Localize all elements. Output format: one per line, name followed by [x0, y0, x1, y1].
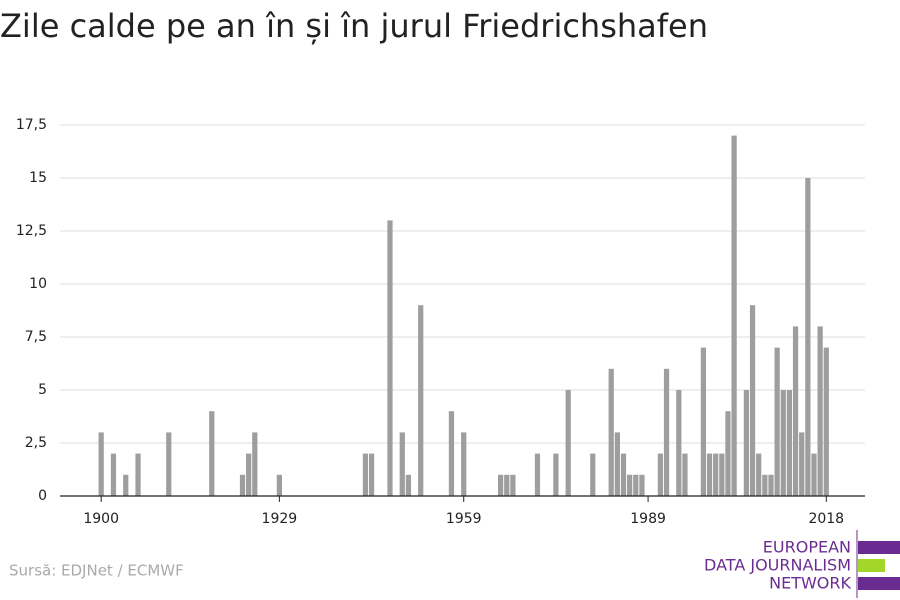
bar [811, 453, 817, 496]
logo-text: DATA JOURNALISM [704, 556, 851, 575]
bar [461, 432, 467, 496]
y-tick-label: 5 [38, 382, 47, 398]
bar [774, 347, 780, 496]
y-tick-label: 10 [29, 276, 47, 292]
bar [614, 432, 620, 496]
bar [110, 453, 117, 496]
bar [676, 390, 682, 496]
bar [682, 453, 688, 496]
bar [719, 453, 725, 496]
bar [534, 453, 541, 496]
bar [780, 390, 786, 496]
bar [504, 474, 510, 496]
bar [663, 368, 670, 496]
chart-title: Zile calde pe an în și în jurul Friedric… [0, 7, 708, 45]
x-tick-label: 2018 [808, 511, 844, 527]
y-tick-label: 15 [29, 170, 47, 186]
bar [276, 474, 282, 496]
x-tick-label: 1959 [446, 511, 482, 527]
logo-bar [858, 541, 900, 554]
bar [799, 432, 805, 496]
bar [98, 432, 104, 496]
bar [805, 178, 811, 496]
bar [252, 432, 258, 496]
bar [706, 453, 713, 496]
x-tick-label: 1929 [262, 511, 298, 527]
bar [362, 453, 369, 496]
bar [762, 474, 768, 496]
bar [823, 347, 829, 496]
bar [749, 305, 756, 496]
bar [627, 474, 633, 496]
bar [368, 453, 375, 496]
x-tick-label: 1989 [630, 511, 666, 527]
bar [792, 326, 799, 496]
bar [725, 411, 731, 496]
bar [590, 453, 596, 496]
bar [418, 305, 424, 496]
bar [743, 390, 750, 496]
bar [123, 474, 129, 496]
y-tick-label: 0 [38, 488, 47, 504]
logo-bar [858, 577, 900, 590]
y-tick-label: 7,5 [25, 329, 47, 345]
bar [633, 474, 639, 496]
bar [756, 453, 762, 496]
bar [246, 453, 252, 496]
bar [639, 474, 645, 496]
bar [620, 453, 627, 496]
logo-text: EUROPEAN [763, 538, 851, 557]
bar [399, 432, 405, 496]
y-tick-label: 12,5 [16, 223, 47, 239]
logo: EUROPEAN DATA JOURNALISM NETWORK [704, 530, 900, 598]
bar [768, 474, 774, 496]
bar [497, 474, 504, 496]
logo-text: NETWORK [769, 574, 851, 593]
bar [657, 453, 663, 496]
bar [565, 390, 571, 496]
bar [405, 474, 412, 496]
bar [239, 474, 246, 496]
bar [700, 347, 706, 496]
bar [731, 135, 737, 496]
source: Sursă: EDJNet / ECMWF [9, 562, 184, 580]
x-tick-label: 1900 [83, 511, 119, 527]
bar [713, 453, 719, 496]
y-tick-label: 17,5 [16, 117, 47, 133]
bar [817, 326, 823, 496]
bar [448, 411, 455, 496]
logo-bar [858, 559, 885, 572]
bar [786, 390, 793, 496]
bar [510, 474, 516, 496]
bar [387, 220, 393, 496]
bar [209, 411, 215, 496]
y-tick-label: 2,5 [25, 435, 47, 451]
bar [166, 432, 172, 496]
bar [608, 368, 614, 496]
bar [553, 453, 559, 496]
bar [135, 453, 141, 496]
